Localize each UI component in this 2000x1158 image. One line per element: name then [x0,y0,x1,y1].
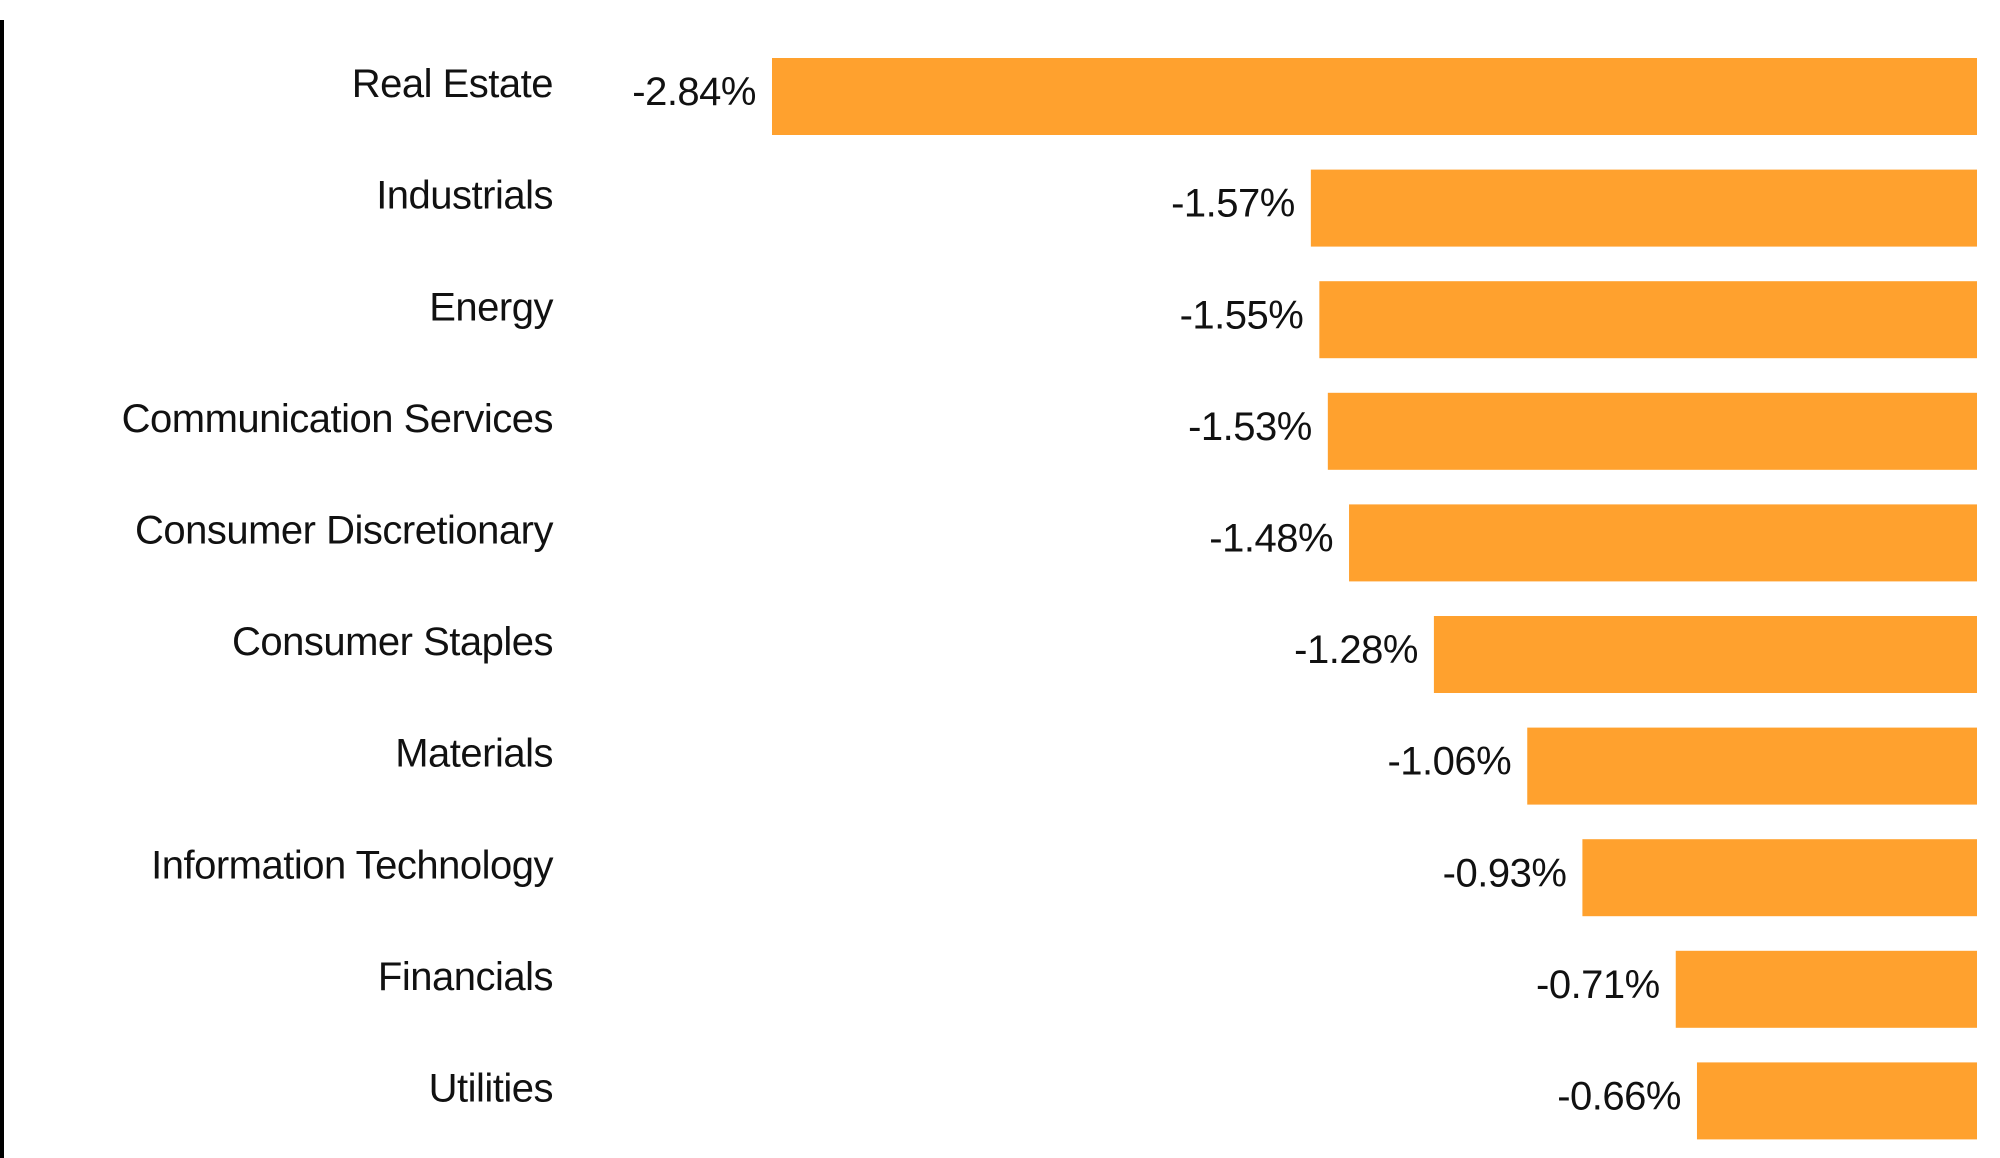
value-label: -0.93% [1443,851,1567,895]
category-label: Industrials [376,174,553,218]
left-border [0,20,4,1158]
value-label: -2.84% [632,70,756,114]
bar [1310,169,1977,247]
value-label: -1.48% [1209,516,1333,560]
category-label: Materials [395,732,553,776]
bar [772,58,1977,135]
bar [1527,727,1977,805]
category-label: Communication Services [122,397,553,441]
category-label: Utilities [429,1066,553,1110]
bar [1696,1062,1977,1140]
value-label: -1.28% [1294,628,1418,672]
category-label: Consumer Discretionary [135,508,554,552]
bar [1675,950,1977,1028]
value-label: -1.06% [1387,740,1511,784]
value-label: -0.71% [1536,963,1660,1007]
bar [1327,392,1977,470]
category-label: Energy [429,285,553,329]
bar [1319,281,1977,359]
value-label: -0.66% [1557,1074,1681,1118]
category-label: Real Estate [352,62,553,106]
bar [1349,504,1977,582]
value-label: -1.57% [1171,182,1295,226]
bar [1433,616,1977,693]
value-label: -1.53% [1188,405,1312,449]
category-label: Financials [378,955,553,999]
category-label: Consumer Staples [232,620,553,664]
category-label: Information Technology [151,843,553,887]
bar [1582,839,1977,917]
value-label: -1.55% [1180,293,1304,337]
